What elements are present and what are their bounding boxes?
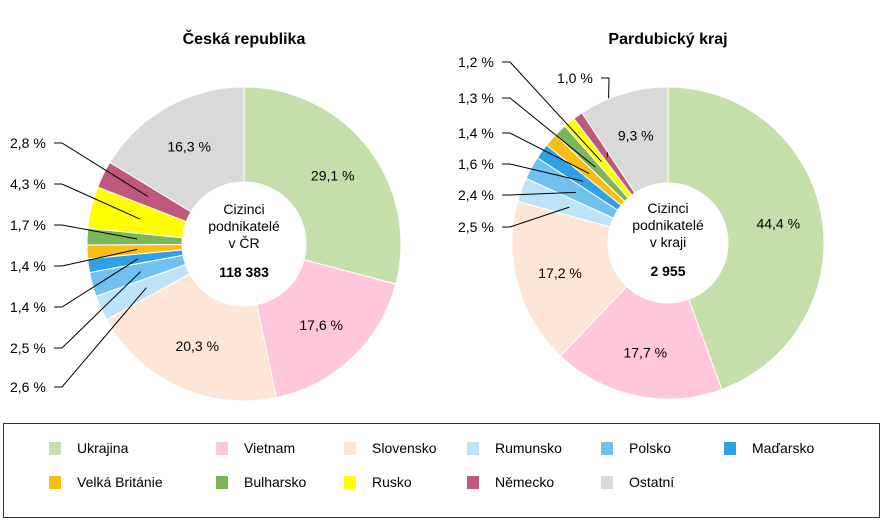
data-label: 1,4 %: [458, 125, 494, 141]
data-label: 1,2 %: [458, 54, 494, 70]
data-label: 2,6 %: [10, 379, 46, 395]
data-label: 17,6 %: [299, 317, 343, 333]
legend-swatch: [216, 441, 228, 455]
data-label: 44,4 %: [756, 215, 800, 231]
slice-ukrajina: [243, 86, 402, 285]
chart-title: Pardubický kraj: [608, 31, 727, 48]
legend-label: Rumunsko: [495, 440, 562, 456]
slice-vietnam: [559, 285, 723, 400]
legend-label: Polsko: [629, 440, 672, 456]
legend-swatch: [724, 441, 736, 455]
data-label: 1,4 %: [10, 299, 46, 315]
leader-line: [502, 191, 577, 196]
data-label: 16,3 %: [167, 138, 211, 154]
data-label: 29,1 %: [311, 168, 355, 184]
legend-swatch: [601, 441, 613, 455]
legend-swatch: [49, 475, 61, 489]
data-label: 20,3 %: [175, 338, 219, 354]
legend-item: Velká Británie: [49, 474, 163, 490]
legend: Ukrajina Vietnam Slovensko Rumunsko Polsko Ma…: [3, 423, 880, 518]
leader-line: [54, 258, 139, 308]
legend-item: Bulharsko: [216, 474, 306, 490]
donut-chart-czech-republic: 29,1 % 17,6 % 20,3 % 2,6 % 2,5 % 1,4 % 1,4 % 1,…: [10, 29, 402, 402]
legend-swatch: [49, 441, 61, 455]
center-label: podnikatelé: [632, 217, 704, 233]
center-total: 2 955: [650, 263, 685, 279]
legend-swatch: [216, 475, 228, 489]
data-label: 1,0 %: [557, 70, 593, 86]
data-label: 2,5 %: [10, 340, 46, 356]
legend-swatch: [467, 441, 479, 455]
legend-label: Ukrajina: [77, 440, 129, 456]
legend-swatch: [344, 441, 356, 455]
legend-label: Vietnam: [244, 440, 296, 456]
slice-slovensko: [511, 200, 628, 357]
center-label: v ČR: [228, 235, 259, 251]
leader-line: [502, 163, 584, 182]
legend-label: Bulharsko: [244, 474, 307, 490]
legend-item: Rumunsko: [467, 440, 562, 456]
slice-ostatní: [109, 86, 245, 213]
leader-line: [54, 142, 149, 198]
data-label: 1,4 %: [10, 258, 46, 274]
legend-item: Rusko: [344, 474, 412, 490]
data-label: 2,4 %: [458, 187, 494, 203]
legend-label: Rusko: [372, 474, 412, 490]
center-label: Cizinci: [647, 200, 688, 216]
leader-line: [502, 97, 596, 168]
chart-title: Česká republika: [183, 29, 306, 48]
legend-label: Maďarsko: [752, 440, 815, 456]
leader-line: [502, 132, 590, 175]
donut-chart-pardubice-region: 44,4 % 17,7 % 17,2 % 2,5 % 2,4 % 1,6 % 1,4 % 1,…: [458, 31, 825, 400]
legend-item: Maďarsko: [724, 440, 814, 456]
slice-ukrajina: [667, 86, 825, 391]
data-label: 1,3 %: [458, 90, 494, 106]
center-label: Cizinci: [223, 201, 264, 217]
legend-item: Vietnam: [216, 440, 295, 456]
legend-item: Slovensko: [344, 440, 437, 456]
legend-label: Velká Británie: [77, 474, 163, 490]
legend-label: Německo: [495, 474, 555, 490]
data-label: 4,3 %: [10, 176, 46, 192]
data-label: 1,6 %: [458, 156, 494, 172]
center-total: 118 383: [219, 264, 269, 280]
data-label: 2,8 %: [10, 135, 46, 151]
legend-item: Ukrajina: [49, 440, 128, 456]
legend-label: Ostatní: [629, 474, 675, 490]
data-label: 17,2 %: [538, 265, 582, 281]
legend-label: Slovensko: [372, 440, 437, 456]
data-label: 9,3 %: [618, 128, 654, 144]
leader-line: [54, 287, 147, 388]
data-label: 17,7 %: [623, 345, 667, 361]
center-label: podnikatelé: [208, 218, 280, 234]
legend-swatch: [344, 475, 356, 489]
legend-swatch: [601, 475, 613, 489]
data-label: 2,5 %: [458, 219, 494, 235]
legend-item: Německo: [467, 474, 554, 490]
center-label: v kraji: [650, 234, 687, 250]
leader-line: [54, 248, 138, 267]
leader-line: [54, 271, 141, 349]
legend-swatch: [467, 475, 479, 489]
legend-item: Ostatní: [601, 474, 674, 490]
slice-slovensko: [105, 273, 277, 402]
legend-item: Polsko: [601, 440, 671, 456]
data-label: 1,7 %: [10, 217, 46, 233]
leader-line: [502, 61, 602, 163]
slice-vietnam: [256, 259, 397, 399]
leader-line: [54, 224, 138, 240]
leader-line: [54, 183, 141, 220]
slice-ostatní: [581, 86, 669, 194]
leader-line: [502, 206, 570, 228]
